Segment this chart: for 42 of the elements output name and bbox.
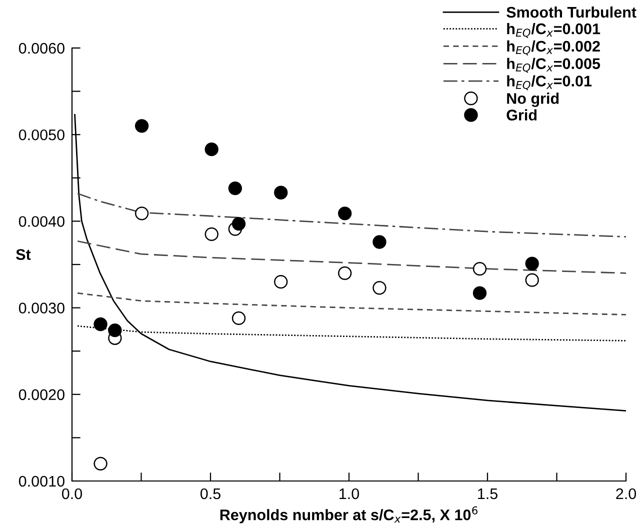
- point: [94, 456, 108, 471]
- y-axis-title: St: [16, 249, 31, 260]
- point: [274, 186, 288, 200]
- x-tick-label: 0.0: [62, 488, 82, 500]
- x-tick-label: 1.5: [478, 488, 498, 500]
- x-tick-label: 1.0: [340, 488, 360, 500]
- y-tick-label: 0.0010: [18, 476, 64, 487]
- legend-label: h$_{EQ}$/C$_{x}$=0.01: [507, 75, 592, 90]
- point: [108, 323, 122, 338]
- legend-label: h$_{EQ}$/C$_{x}$=0.001: [507, 23, 600, 38]
- point: [472, 286, 487, 300]
- y-tick-label: 0.0040: [18, 216, 64, 227]
- point: [228, 181, 242, 196]
- line-series: [76, 292, 626, 316]
- x-axis-title: Reynolds number at s/C$_{x}$=2.5, X 10$^{6}$: [220, 506, 478, 524]
- legend-label: h$_{EQ}$/C$_{x}$=0.002: [507, 40, 600, 56]
- legend-label: h$_{EQ}$/C$_{x}$=0.005: [507, 58, 600, 73]
- legend-label: Smooth Turbulent: [506, 6, 636, 18]
- point: [372, 235, 386, 249]
- point: [134, 206, 149, 220]
- legend-label: Grid: [506, 109, 537, 121]
- point: [372, 281, 386, 295]
- line-series: [76, 192, 626, 238]
- point: [134, 119, 149, 133]
- point: [338, 206, 352, 220]
- point: [232, 216, 246, 231]
- point: [472, 262, 487, 276]
- point: [338, 266, 352, 280]
- y-tick-label: 0.0050: [18, 129, 64, 140]
- point: [204, 142, 218, 156]
- x-tick-label: 2.0: [616, 488, 636, 500]
- legend-label: No grid: [507, 92, 559, 107]
- point: [232, 311, 246, 326]
- y-tick-label: 0.0020: [18, 389, 64, 400]
- point: [274, 274, 288, 289]
- point: [525, 273, 539, 287]
- point: [525, 256, 539, 270]
- y-tick-label: 0.0030: [18, 302, 64, 314]
- x-tick-label: 0.5: [200, 488, 220, 500]
- y-tick-label: 0.0060: [18, 42, 64, 54]
- point: [204, 227, 218, 242]
- point: [94, 317, 108, 332]
